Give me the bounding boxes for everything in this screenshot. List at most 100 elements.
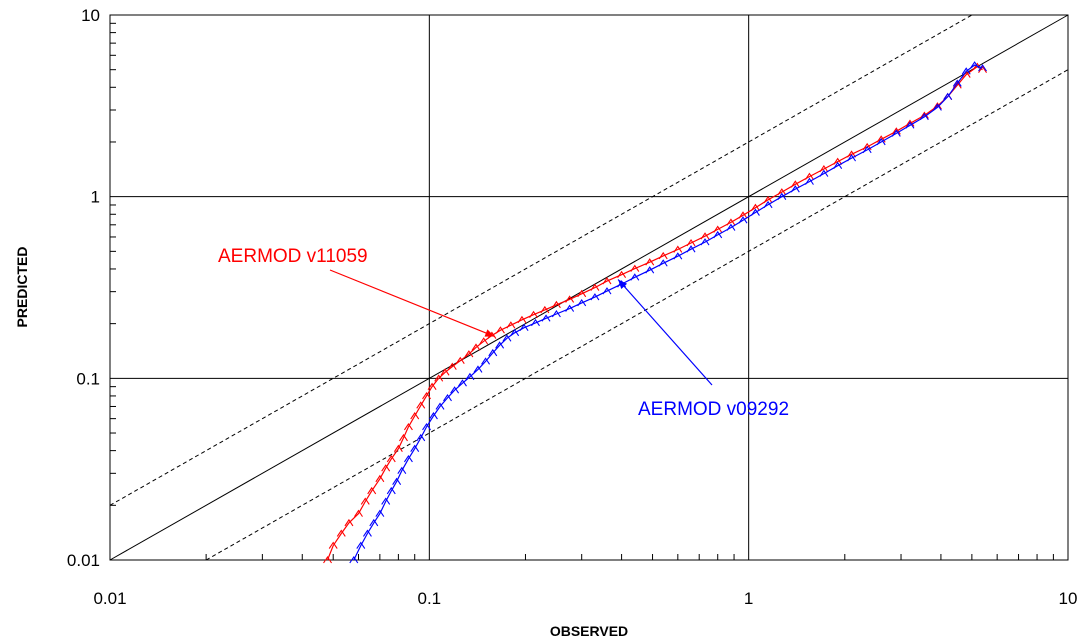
y-tick-label: 1: [91, 188, 100, 207]
data-point: [399, 433, 408, 442]
series-layer: [323, 61, 988, 564]
data-point: [790, 180, 800, 188]
data-point: [403, 454, 413, 463]
data-point: [590, 283, 600, 291]
data-point: [790, 185, 800, 193]
data-point: [336, 529, 346, 537]
data-point: [422, 422, 431, 431]
x-axis-title: OBSERVED: [550, 623, 628, 639]
annotation-arrowhead: [484, 329, 495, 337]
annotation-label: AERMOD v11059: [218, 246, 368, 267]
data-point: [392, 477, 402, 485]
data-point: [540, 305, 550, 314]
data-point: [763, 195, 773, 204]
data-point: [658, 251, 668, 260]
data-point: [455, 356, 465, 365]
x-tick-label: 10: [1059, 589, 1078, 608]
data-point: [777, 192, 787, 200]
y-axis-title: PREDICTED: [14, 247, 30, 328]
data-point: [565, 295, 575, 303]
data-point: [344, 518, 354, 527]
data-point: [434, 374, 444, 382]
data-point: [686, 238, 696, 247]
annotation-arrow: [617, 279, 713, 386]
data-point: [658, 259, 668, 267]
data-point: [510, 328, 520, 337]
data-point: [630, 264, 640, 272]
annotations: AERMOD v11059 AERMOD v09292: [218, 246, 789, 420]
data-point: [416, 433, 426, 442]
data-point: [495, 326, 505, 334]
data-point: [517, 315, 527, 324]
data-point: [323, 556, 333, 564]
data-point: [777, 188, 787, 196]
data-point: [541, 314, 551, 322]
data-point: [804, 172, 814, 180]
data-point: [328, 541, 338, 549]
data-point: [443, 393, 452, 402]
data-point: [602, 287, 612, 295]
annotation-label: AERMOD v09292: [638, 399, 789, 420]
data-point: [726, 218, 736, 226]
one-to-one-line: [109, 14, 1069, 561]
data-point: [435, 402, 445, 410]
data-point: [673, 252, 683, 260]
data-point: [531, 318, 540, 327]
data-point: [386, 486, 396, 495]
data-point: [750, 208, 760, 216]
data-point: [551, 300, 561, 309]
data-point: [356, 541, 366, 549]
data-point: [354, 509, 363, 517]
data-point: [362, 529, 372, 537]
data-point: [551, 310, 561, 318]
data-point: [450, 386, 460, 394]
data-point: [819, 165, 829, 173]
data-point: [381, 497, 391, 505]
data-point: [804, 177, 814, 185]
data-point: [386, 454, 396, 463]
tick-labels: 0.01 0.1 1 10 0.01 0.1 1 10: [67, 6, 1078, 608]
data-point: [369, 518, 379, 527]
data-point: [447, 362, 457, 370]
data-point: [713, 225, 723, 233]
data-point: [479, 337, 489, 345]
data-point: [970, 61, 980, 69]
series-line: [326, 65, 983, 561]
data-point: [375, 474, 385, 483]
data-point: [360, 497, 370, 505]
data-point: [375, 509, 385, 517]
y-tick-label: 0.01: [67, 551, 100, 570]
data-point: [686, 245, 696, 253]
data-point: [458, 379, 467, 387]
data-point: [422, 391, 431, 400]
data-point: [833, 157, 843, 165]
data-point: [349, 556, 359, 564]
data-point: [381, 464, 391, 472]
data-point: [410, 412, 420, 420]
data-point: [738, 211, 748, 219]
data-point: [943, 92, 953, 101]
data-point: [876, 137, 886, 146]
data-point: [519, 323, 529, 331]
data-point: [367, 486, 377, 495]
data-point: [403, 422, 413, 431]
data-point: [891, 129, 901, 137]
data-point: [750, 203, 760, 211]
data-point: [440, 368, 450, 376]
data-point: [410, 444, 420, 452]
annotation-arrowhead: [618, 279, 628, 289]
data-point: [919, 111, 929, 119]
data-point: [565, 304, 575, 312]
data-point: [473, 365, 483, 373]
data-point: [471, 343, 481, 351]
data-point: [428, 412, 438, 420]
data-point: [427, 382, 437, 390]
factor-of-two-line: [109, 14, 973, 506]
data-point: [393, 444, 403, 452]
grid-lines: [110, 15, 1068, 560]
data-point: [978, 64, 988, 72]
data-point: [645, 266, 655, 274]
data-point: [919, 112, 929, 121]
data-point: [932, 103, 942, 111]
data-point: [495, 341, 505, 349]
